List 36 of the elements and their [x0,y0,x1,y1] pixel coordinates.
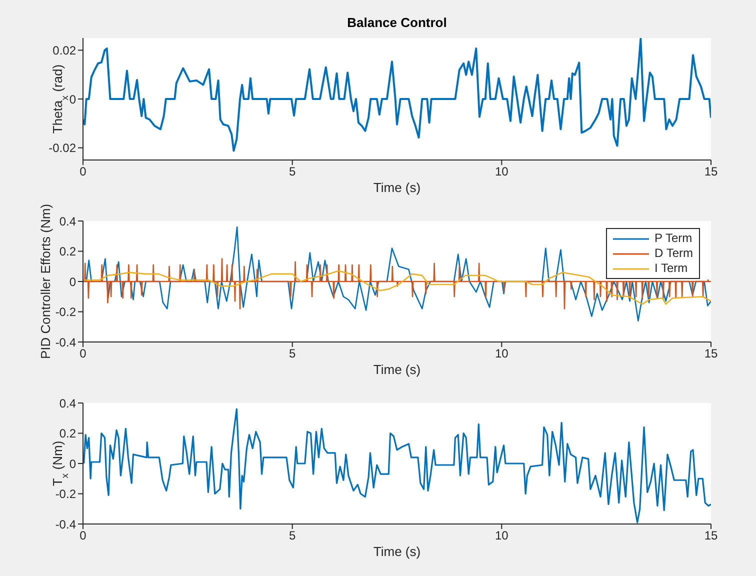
x-axis-title: Time (s) [373,180,421,195]
chart-title: Balance Control [346,15,448,30]
line-series [83,226,711,322]
y-tick-label: 0 [69,274,76,289]
x-tick-label: 15 [704,164,718,179]
legend-label: I Term [654,261,688,276]
line-series [83,38,711,152]
x-tick-label: 10 [494,164,509,179]
x-axis-title: Time (s) [373,544,421,559]
line-series [83,258,711,310]
y-tick-label: -0.4 [55,335,76,350]
x-tick-label: 15 [704,346,718,361]
x-tick-label: 0 [80,346,87,361]
x-tick-label: 0 [80,528,87,543]
legend-label: P Term [654,231,692,246]
x-axis-title: Time (s) [373,362,421,377]
x-tick-label: 5 [288,528,296,543]
x-tick-label: 15 [704,528,718,543]
y-tick-label: 0 [69,456,76,471]
x-tick-label: 0 [80,164,87,179]
y-tick-label: -0.2 [55,305,76,320]
y-tick-label: 0.4 [59,396,76,410]
x-tick-label: 5 [288,346,296,361]
x-tick-label: 10 [494,528,509,543]
y-tick-label: 0 [69,92,76,106]
y-tick-label: 0.2 [59,426,76,441]
y-tick-label: 0.02 [52,43,76,58]
y-axis-title: PID Controller Efforts (Nm) [38,204,53,360]
legend-label: D Term [654,246,693,261]
y-tick-label: -0.4 [55,517,76,532]
y-tick-label: -0.2 [55,487,76,502]
y-tick-label: 0.2 [59,244,76,259]
y-tick-label: -0.02 [48,141,76,156]
y-tick-label: 0.4 [59,214,76,228]
x-tick-label: 10 [494,346,509,361]
x-tick-label: 5 [288,164,296,179]
